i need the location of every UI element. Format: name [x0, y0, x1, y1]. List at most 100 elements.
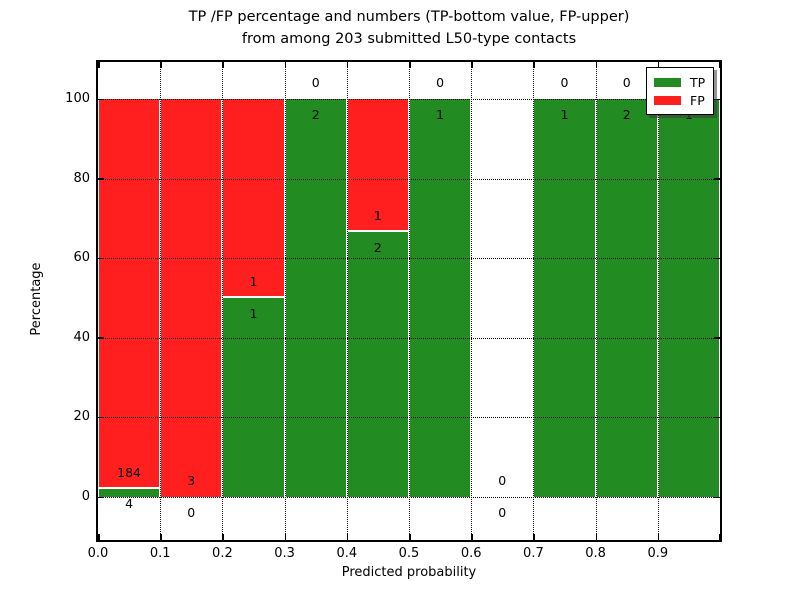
y-tick-label: 20: [73, 409, 90, 425]
v-gridline: [533, 62, 535, 540]
x-tick-label: 0.0: [87, 546, 109, 561]
chart-title-line1: TP /FP percentage and numbers (TP-bottom…: [188, 9, 630, 25]
x-axis-label: Predicted probability: [341, 565, 477, 580]
x-tick-label: 0.3: [274, 546, 295, 561]
x-axis-tick: [595, 534, 598, 540]
bar-segment-tp: [223, 298, 284, 497]
legend-item-fp: FP: [654, 91, 706, 109]
chart-title: TP /FP percentage and numbers (TP-bottom…: [98, 6, 720, 50]
v-gridline: [471, 62, 473, 540]
x-axis-top-tick: [222, 62, 224, 68]
v-gridline: [657, 62, 659, 540]
x-axis-tick: [222, 534, 224, 540]
x-axis-top-tick: [284, 62, 287, 68]
bar-label-fp: 0: [311, 75, 320, 91]
x-axis-tick: [409, 534, 411, 540]
bar-segment-fp: [99, 99, 160, 489]
v-gridline: [160, 62, 162, 540]
x-axis-top-tick: [718, 62, 720, 68]
legend-item-tp: TP: [654, 73, 706, 91]
bar-segment-fp: [161, 99, 222, 497]
x-axis-tick: [657, 534, 660, 540]
x-axis-tick: [533, 534, 535, 540]
x-tick-label: 0.4: [336, 546, 358, 561]
bar-label-tp: 0: [187, 504, 196, 520]
x-axis-tick: [160, 534, 162, 540]
bar-segment-tp: [534, 99, 595, 497]
v-gridline: [595, 62, 597, 540]
plot-area: 0.0 0.1 0.2 0.3 0.4 0.5 0.6 0.7 0.8 0.9 0 20 40 60 80 1…: [65, 62, 720, 561]
v-gridline: [222, 62, 224, 540]
x-axis-tick: [284, 534, 287, 540]
x-axis-top-tick: [346, 62, 349, 68]
bar-label-fp: 1: [373, 207, 382, 223]
legend-swatch-fp: [654, 95, 681, 105]
legend: TP FP: [646, 67, 714, 115]
v-gridline: [409, 62, 410, 540]
y-axis-tick: [98, 496, 104, 498]
y-tick-label: 60: [73, 250, 90, 266]
bar-label-tp: 1: [560, 106, 569, 122]
x-axis-tick: [346, 534, 349, 540]
x-axis-tick: [471, 534, 473, 540]
bar-segment-tp: [99, 488, 160, 497]
y-tick-label: 100: [65, 91, 90, 106]
y-axis-right-tick: [714, 178, 720, 180]
x-tick-label: 0.6: [460, 546, 482, 561]
bar-label-fp: 0: [436, 75, 445, 91]
bar-label-fp: 0: [560, 75, 569, 91]
bar-segment-fp: [347, 99, 408, 232]
legend-label-tp: TP: [690, 74, 706, 90]
y-axis-right-tick: [714, 416, 720, 419]
y-tick-label: 40: [73, 329, 90, 345]
y-axis-tick: [98, 98, 104, 100]
chart-title-line2: from among 203 submitted L50-type contac…: [241, 31, 577, 47]
legend-swatch-tp: [654, 77, 681, 87]
x-axis-tick: [718, 534, 720, 540]
y-axis-right-tick: [714, 337, 720, 339]
bar-segment-tp: [596, 99, 657, 497]
x-axis-top-tick: [409, 62, 411, 68]
v-gridline: [346, 62, 348, 540]
x-axis-top-tick: [471, 62, 473, 68]
x-tick-label: 0.2: [212, 546, 233, 561]
x-tick-label: 0.8: [585, 546, 606, 561]
y-axis-tick: [98, 337, 104, 339]
bar-segment-tp: [658, 99, 719, 497]
bar-label-tp: 2: [311, 106, 320, 122]
bar-label-fp: 3: [187, 473, 196, 489]
y-axis-tick: [98, 416, 104, 419]
x-tick-label: 0.5: [398, 546, 420, 561]
y-axis-right-tick: [714, 257, 720, 260]
x-axis-top-tick: [657, 62, 660, 68]
legend-label-fp: FP: [690, 92, 705, 108]
x-tick-label: 0.1: [149, 546, 171, 561]
bar-label-fp: 1: [249, 274, 258, 290]
bar-label-tp: 1: [249, 305, 258, 321]
v-gridline: [284, 62, 286, 540]
bar-segment-tp: [285, 99, 346, 497]
x-axis-top-tick: [533, 62, 535, 68]
bar-label-fp: 0: [622, 75, 631, 91]
x-axis-top-tick: [160, 62, 162, 68]
bar-segment-tp: [347, 231, 408, 497]
bar-label-tp: 2: [373, 239, 382, 255]
x-axis-top-tick: [595, 62, 598, 68]
bar-label-tp: 4: [125, 496, 134, 512]
x-tick-label: 0.9: [647, 546, 669, 561]
x-axis-top-tick: [98, 62, 100, 68]
bar-label-tp: 1: [436, 106, 445, 122]
y-axis-label: Percentage: [29, 262, 44, 336]
y-axis-tick: [98, 178, 104, 180]
y-tick-label: 0: [81, 489, 90, 504]
x-tick-label: 0.7: [523, 546, 544, 561]
bar-label-fp: 184: [117, 464, 142, 480]
y-axis-right-tick: [714, 496, 720, 498]
bar-label-tp: 2: [622, 106, 631, 122]
y-tick-label: 80: [73, 170, 90, 186]
x-axis-tick: [98, 534, 100, 540]
y-axis-right-tick: [714, 98, 720, 100]
bar-segment-tp: [410, 99, 471, 497]
bar-segment-fp: [223, 99, 284, 298]
